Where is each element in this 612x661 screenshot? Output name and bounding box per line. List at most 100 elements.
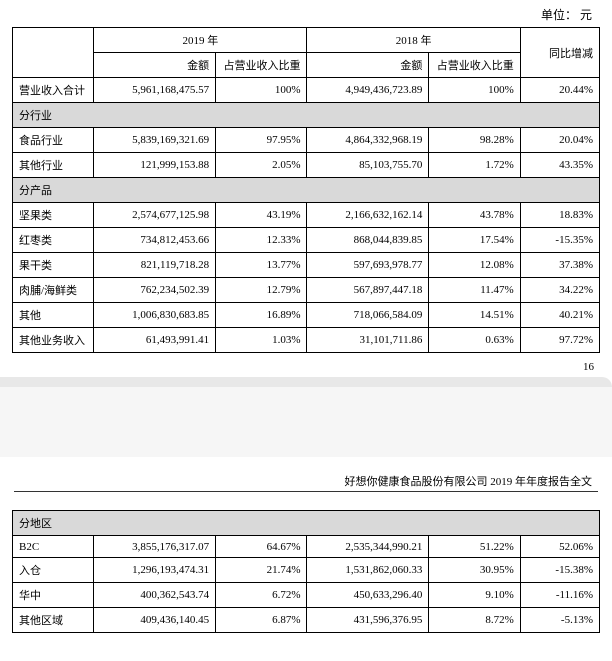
yoy-change: 18.83%: [520, 203, 599, 228]
table-row: 其他行业121,999,153.882.05%85,103,755.701.72…: [13, 153, 600, 178]
yoy-change: 43.35%: [520, 153, 599, 178]
pct-2019: 2.05%: [216, 153, 307, 178]
table-row: 坚果类2,574,677,125.9843.19%2,166,632,162.1…: [13, 203, 600, 228]
amt-2018: 868,044,839.85: [307, 228, 429, 253]
amt-2018: 450,633,296.40: [307, 583, 429, 608]
amt-2018: 567,897,447.18: [307, 278, 429, 303]
amt-2019: 1,006,830,683.85: [94, 303, 216, 328]
pct-2019: 100%: [216, 78, 307, 103]
table-row: 华中400,362,543.746.72%450,633,296.409.10%…: [13, 583, 600, 608]
pct-2018: 98.28%: [429, 128, 520, 153]
row-label: 其他行业: [13, 153, 94, 178]
pct-2019: 43.19%: [216, 203, 307, 228]
amt-2019: 61,493,991.41: [94, 328, 216, 353]
row-label: 食品行业: [13, 128, 94, 153]
yoy-change: -15.35%: [520, 228, 599, 253]
pct-2018: 17.54%: [429, 228, 520, 253]
row-label: 营业收入合计: [13, 78, 94, 103]
amt-2019: 409,436,140.45: [94, 608, 216, 633]
amt-2019: 1,296,193,474.31: [94, 558, 216, 583]
pct-2018: 8.72%: [429, 608, 520, 633]
amt-2018: 431,596,376.95: [307, 608, 429, 633]
pct-2018: 14.51%: [429, 303, 520, 328]
amt-2019: 734,812,453.66: [94, 228, 216, 253]
yoy-change: 52.06%: [520, 536, 599, 558]
table-row: 其他区域409,436,140.456.87%431,596,376.958.7…: [13, 608, 600, 633]
yoy-change: -11.16%: [520, 583, 599, 608]
table-row: 营业收入合计5,961,168,475.57100%4,949,436,723.…: [13, 78, 600, 103]
section-header: 分产品: [13, 178, 600, 203]
unit-label: 单位： 元: [0, 0, 612, 27]
row-label: 果干类: [13, 253, 94, 278]
amt-2019: 821,119,718.28: [94, 253, 216, 278]
th-amount-18: 金额: [307, 53, 429, 78]
yoy-change: -5.13%: [520, 608, 599, 633]
table-row: 其他1,006,830,683.8516.89%718,066,584.0914…: [13, 303, 600, 328]
row-label: 其他: [13, 303, 94, 328]
row-label: 其他业务收入: [13, 328, 94, 353]
amt-2018: 718,066,584.09: [307, 303, 429, 328]
th-ratio-18: 占营业收入比重: [429, 53, 520, 78]
section-header: 分行业: [13, 103, 600, 128]
table-row: 果干类821,119,718.2813.77%597,693,978.7712.…: [13, 253, 600, 278]
pct-2019: 13.77%: [216, 253, 307, 278]
yoy-change: 40.21%: [520, 303, 599, 328]
pct-2019: 64.67%: [216, 536, 307, 558]
pct-2019: 12.33%: [216, 228, 307, 253]
yoy-change: 20.04%: [520, 128, 599, 153]
pct-2019: 6.87%: [216, 608, 307, 633]
section-label: 分地区: [13, 511, 600, 536]
row-label: 入仓: [13, 558, 94, 583]
th-yoy: 同比增减: [520, 28, 599, 78]
th-ratio-19: 占营业收入比重: [216, 53, 307, 78]
table-row: 其他业务收入61,493,991.411.03%31,101,711.860.6…: [13, 328, 600, 353]
pct-2019: 6.72%: [216, 583, 307, 608]
pct-2019: 21.74%: [216, 558, 307, 583]
table-row: B2C3,855,176,317.0764.67%2,535,344,990.2…: [13, 536, 600, 558]
pct-2018: 11.47%: [429, 278, 520, 303]
pct-2018: 12.08%: [429, 253, 520, 278]
table-row: 肉脯/海鲜类762,234,502.3912.79%567,897,447.18…: [13, 278, 600, 303]
amt-2018: 85,103,755.70: [307, 153, 429, 178]
yoy-change: -15.38%: [520, 558, 599, 583]
amt-2019: 3,855,176,317.07: [94, 536, 216, 558]
amt-2018: 4,864,332,968.19: [307, 128, 429, 153]
pct-2019: 16.89%: [216, 303, 307, 328]
table-row: 入仓1,296,193,474.3121.74%1,531,862,060.33…: [13, 558, 600, 583]
amt-2018: 2,535,344,990.21: [307, 536, 429, 558]
yoy-change: 20.44%: [520, 78, 599, 103]
amt-2018: 2,166,632,162.14: [307, 203, 429, 228]
pct-2018: 1.72%: [429, 153, 520, 178]
th-blank: [13, 28, 94, 78]
row-label: 坚果类: [13, 203, 94, 228]
page-gap: [0, 387, 612, 457]
amt-2018: 597,693,978.77: [307, 253, 429, 278]
row-label: 肉脯/海鲜类: [13, 278, 94, 303]
section-label: 分行业: [13, 103, 600, 128]
amt-2018: 31,101,711.86: [307, 328, 429, 353]
section-label: 分产品: [13, 178, 600, 203]
table-row: 红枣类734,812,453.6612.33%868,044,839.8517.…: [13, 228, 600, 253]
pct-2018: 30.95%: [429, 558, 520, 583]
row-label: B2C: [13, 536, 94, 558]
section-header: 分地区: [13, 511, 600, 536]
table-row: 食品行业5,839,169,321.6997.95%4,864,332,968.…: [13, 128, 600, 153]
amt-2019: 121,999,153.88: [94, 153, 216, 178]
row-label: 红枣类: [13, 228, 94, 253]
pct-2019: 1.03%: [216, 328, 307, 353]
revenue-table-2: 分地区B2C3,855,176,317.0764.67%2,535,344,99…: [12, 510, 600, 633]
divider: [14, 491, 598, 492]
revenue-table-1: 2019 年 2018 年 同比增减 金额 占营业收入比重 金额 占营业收入比重…: [12, 27, 600, 353]
report-title: 好想你健康食品股份有限公司 2019 年年度报告全文: [0, 457, 612, 491]
pct-2018: 100%: [429, 78, 520, 103]
pct-2018: 0.63%: [429, 328, 520, 353]
amt-2018: 4,949,436,723.89: [307, 78, 429, 103]
amt-2019: 400,362,543.74: [94, 583, 216, 608]
th-2019: 2019 年: [94, 28, 307, 53]
amt-2018: 1,531,862,060.33: [307, 558, 429, 583]
yoy-change: 97.72%: [520, 328, 599, 353]
yoy-change: 37.38%: [520, 253, 599, 278]
amt-2019: 5,961,168,475.57: [94, 78, 216, 103]
page-edge: [0, 377, 612, 387]
pct-2019: 97.95%: [216, 128, 307, 153]
